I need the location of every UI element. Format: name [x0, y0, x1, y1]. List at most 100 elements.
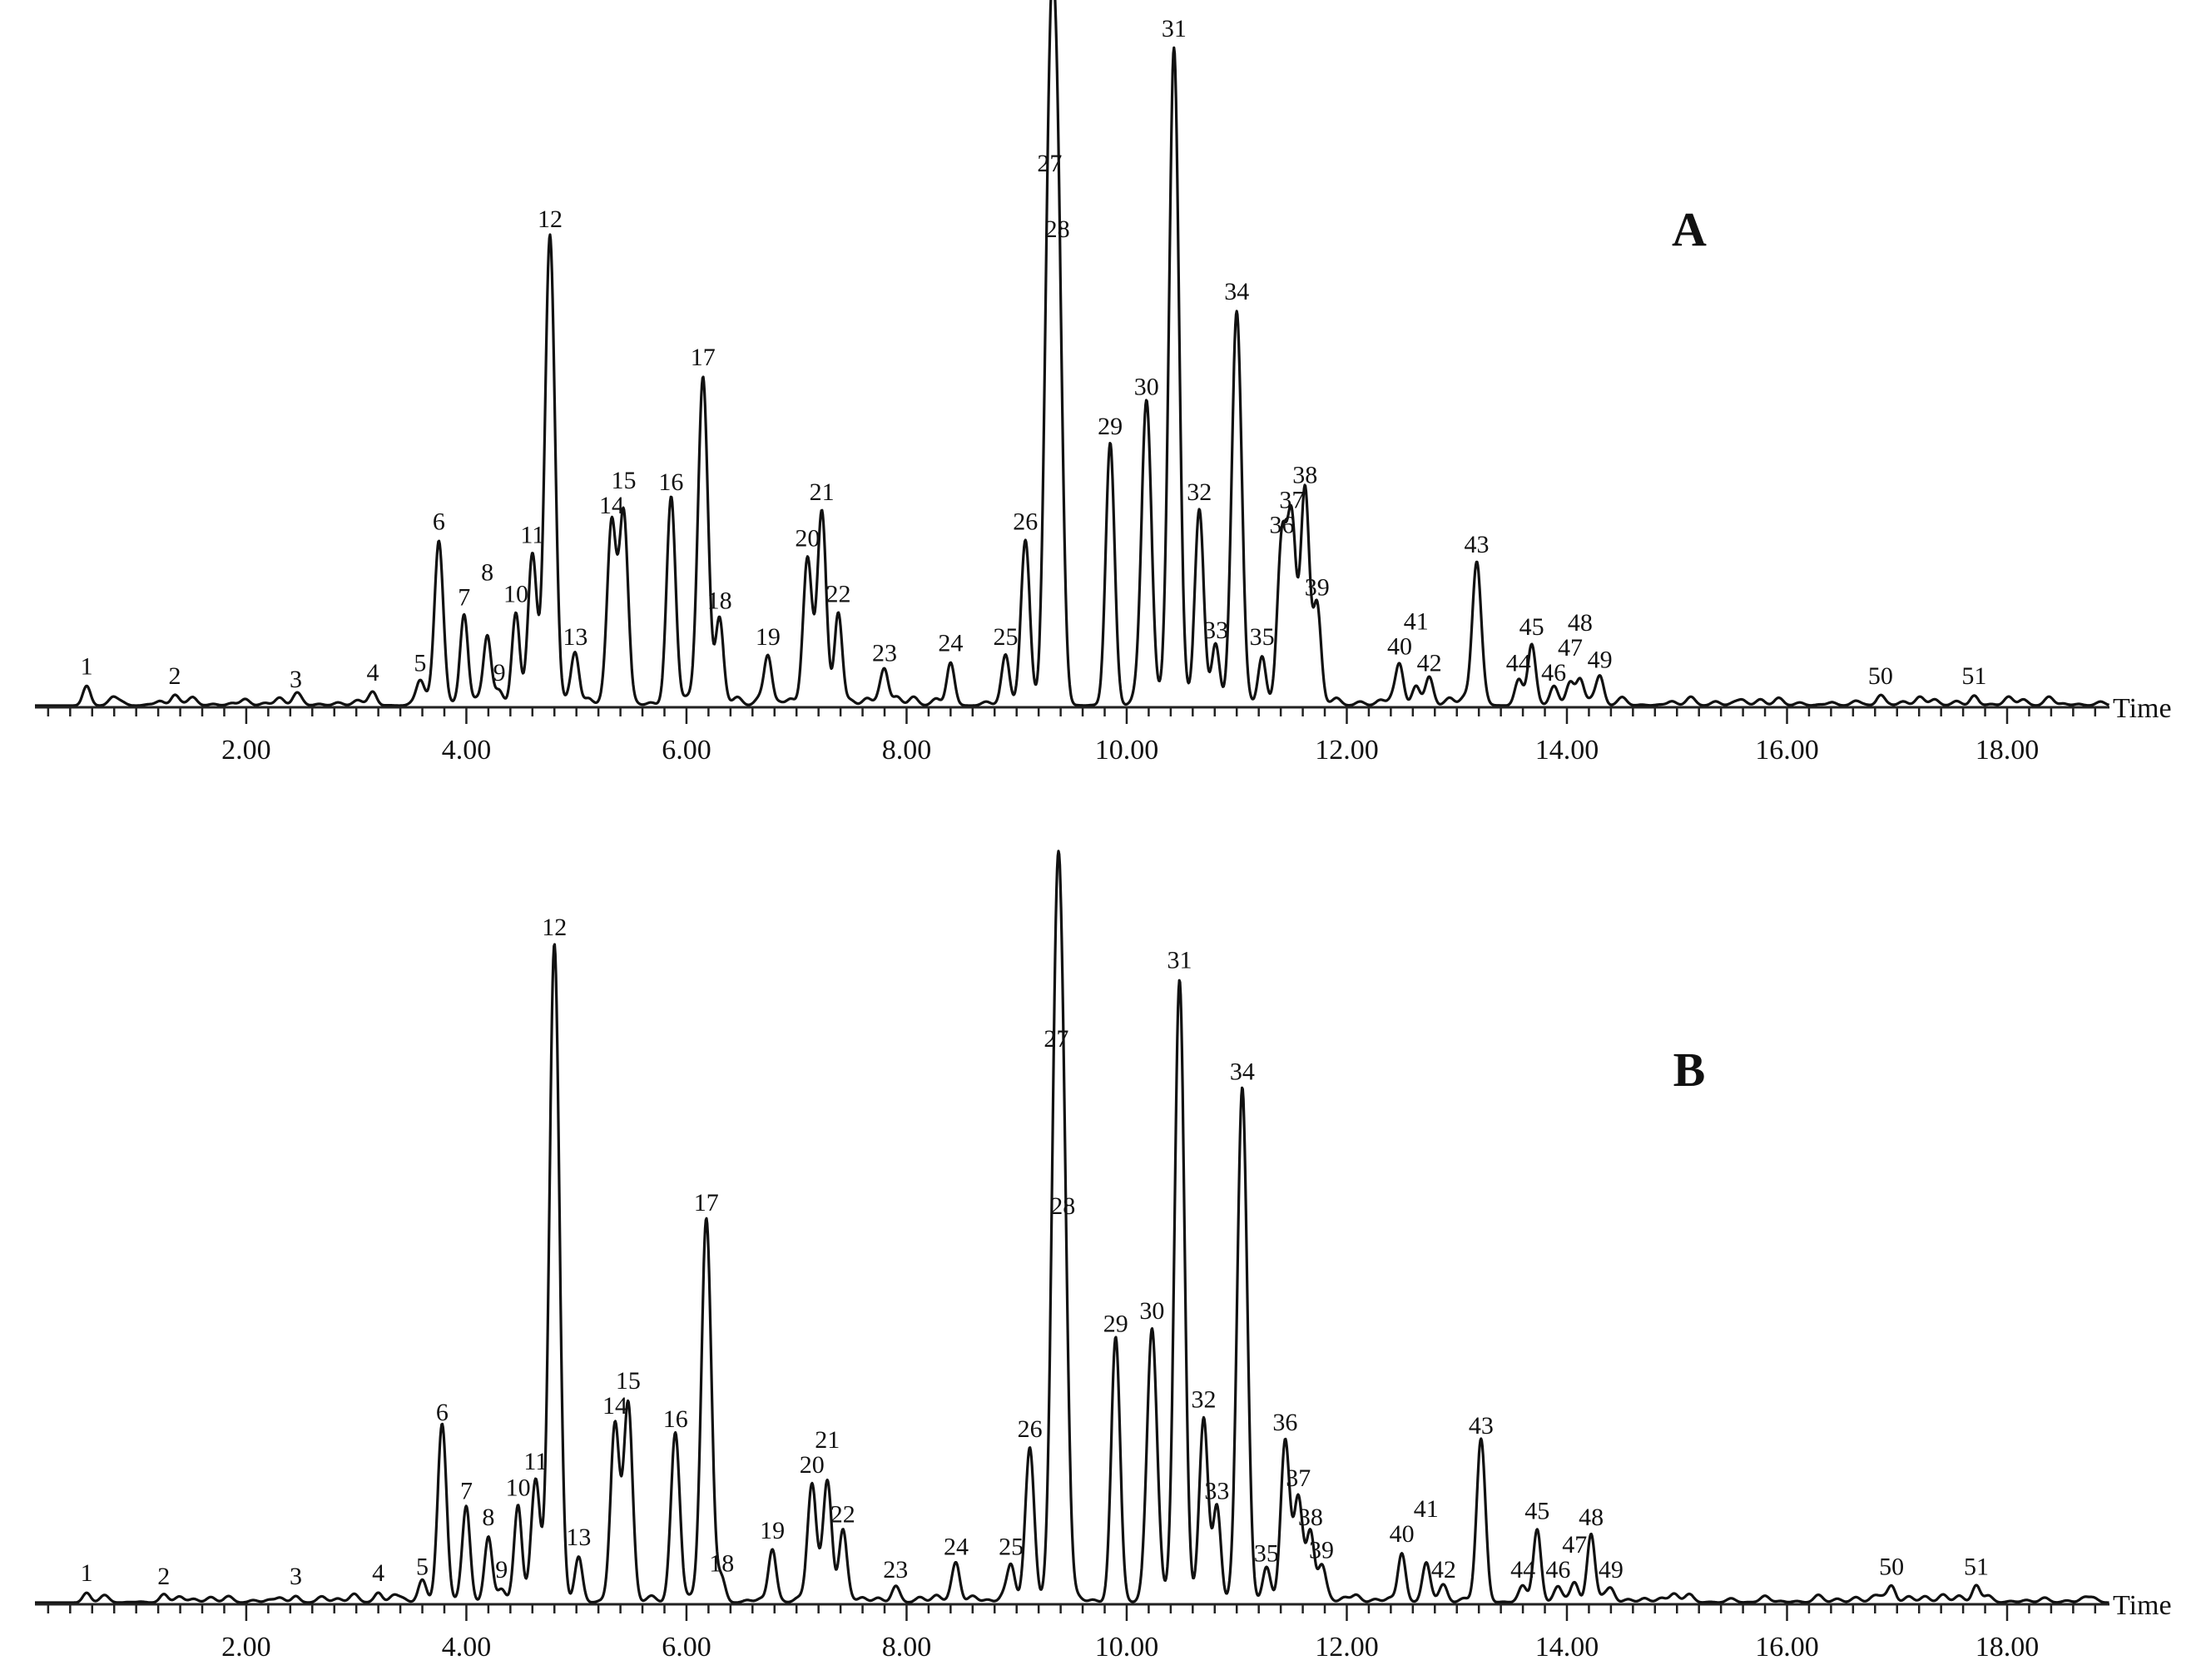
peak-label: 34: [1230, 1058, 1255, 1085]
peak-label: 16: [658, 468, 683, 496]
x-tick-label: 6.00: [662, 1632, 711, 1663]
peak-label: 50: [1868, 662, 1893, 690]
peak-label: 25: [993, 623, 1018, 651]
peak-label: 42: [1417, 649, 1442, 676]
x-tick-label: 4.00: [442, 1632, 492, 1663]
peak-label: 13: [563, 623, 587, 651]
peak-label: 33: [1203, 617, 1228, 644]
x-tick-label: 10.00: [1095, 1632, 1159, 1663]
peak-label: 3: [290, 1563, 302, 1590]
peak-label: 44: [1506, 649, 1531, 676]
peak-label: 43: [1465, 531, 1490, 558]
peak-label: 41: [1404, 608, 1429, 636]
x-tick-label: 12.00: [1315, 735, 1379, 766]
peak-label: 40: [1387, 633, 1412, 661]
x-tick-label: 18.00: [1975, 735, 2040, 766]
peak-label: 44: [1510, 1556, 1535, 1583]
x-tick-label: 18.00: [1975, 1632, 2040, 1663]
peak-label: 27: [1044, 1025, 1068, 1053]
peak-label: 9: [495, 1556, 508, 1583]
peak-label: 33: [1204, 1478, 1229, 1505]
x-tick-label: 16.00: [1755, 735, 1819, 766]
peak-label: 29: [1098, 413, 1123, 440]
panel-letter: A: [1672, 202, 1707, 256]
peak-label: 35: [1250, 623, 1275, 651]
peak-label: 45: [1519, 613, 1544, 641]
peak-label: 14: [602, 1392, 627, 1420]
peak-label: 13: [566, 1524, 591, 1551]
peak-label: 4: [367, 659, 379, 686]
peak-label: 40: [1390, 1520, 1415, 1548]
x-tick-label: 10.00: [1095, 735, 1159, 766]
peak-label: 47: [1562, 1531, 1587, 1559]
peak-label: 12: [542, 914, 567, 941]
peak-label: 30: [1139, 1297, 1164, 1325]
peak-label: 49: [1599, 1556, 1624, 1583]
peak-label: 50: [1879, 1553, 1904, 1580]
peak-label: 27: [1037, 150, 1062, 177]
peak-label: 4: [372, 1559, 384, 1587]
peak-label: 10: [503, 580, 528, 607]
peak-label: 17: [691, 344, 716, 371]
peak-label: 34: [1224, 278, 1249, 305]
peak-label: 38: [1292, 461, 1317, 488]
peak-label: 17: [694, 1189, 719, 1217]
peak-label: 10: [506, 1474, 531, 1502]
panel-letter: B: [1673, 1043, 1706, 1097]
x-tick-label: 14.00: [1535, 735, 1599, 766]
peak-label: 28: [1050, 1192, 1075, 1220]
peak-label: 8: [482, 1504, 494, 1531]
peak-label: 18: [707, 587, 732, 614]
peak-label: 15: [612, 467, 637, 494]
peak-label: 23: [883, 1556, 908, 1583]
peak-label: 24: [938, 630, 963, 657]
peak-label: 15: [616, 1367, 641, 1395]
peak-label: 6: [433, 508, 445, 536]
x-tick-label: 14.00: [1535, 1632, 1599, 1663]
peak-label: 1: [81, 652, 93, 680]
peak-label: 22: [825, 580, 850, 607]
peak-label: 21: [815, 1426, 840, 1454]
peak-label: 32: [1192, 1385, 1217, 1413]
peak-label: 45: [1524, 1497, 1549, 1524]
peak-label: 47: [1558, 634, 1583, 662]
x-tick-label: 4.00: [442, 735, 492, 766]
peak-label: 39: [1309, 1537, 1334, 1564]
x-axis-title: Time: [2113, 693, 2172, 724]
peak-label: 36: [1269, 511, 1294, 538]
peak-label: 37: [1279, 486, 1304, 513]
x-tick-label: 8.00: [882, 1632, 932, 1663]
peak-label: 11: [523, 1448, 548, 1475]
peak-label: 6: [436, 1399, 449, 1426]
peak-label: 32: [1187, 478, 1212, 506]
peak-label: 41: [1414, 1495, 1439, 1523]
peak-label: 46: [1541, 659, 1566, 686]
peak-label: 28: [1045, 216, 1070, 243]
peak-label: 1: [81, 1559, 93, 1587]
peak-label: 19: [760, 1517, 785, 1544]
x-axis-title: Time: [2113, 1590, 2172, 1621]
peak-label: 2: [168, 662, 181, 690]
x-tick-label: 16.00: [1755, 1632, 1819, 1663]
peak-label: 2: [157, 1563, 170, 1590]
peak-label: 20: [795, 524, 820, 552]
peak-label: 11: [520, 521, 544, 548]
peak-label: 37: [1286, 1464, 1311, 1492]
peak-label: 49: [1588, 646, 1613, 673]
peak-label: 5: [414, 649, 426, 676]
x-tick-label: 2.00: [221, 735, 271, 766]
peak-label: 48: [1579, 1504, 1604, 1531]
peak-label: 39: [1305, 574, 1330, 602]
peak-label: 24: [944, 1534, 969, 1561]
peak-label: 42: [1431, 1556, 1456, 1583]
peak-label: 22: [830, 1500, 855, 1528]
peak-label: 48: [1568, 609, 1593, 637]
peak-label: 26: [1013, 508, 1038, 536]
peak-label: 51: [1964, 1553, 1989, 1580]
peak-label: 14: [599, 492, 624, 519]
peak-label: 46: [1545, 1556, 1570, 1583]
peak-label: 5: [416, 1553, 429, 1580]
peak-label: 43: [1469, 1412, 1494, 1440]
x-tick-label: 6.00: [662, 735, 711, 766]
